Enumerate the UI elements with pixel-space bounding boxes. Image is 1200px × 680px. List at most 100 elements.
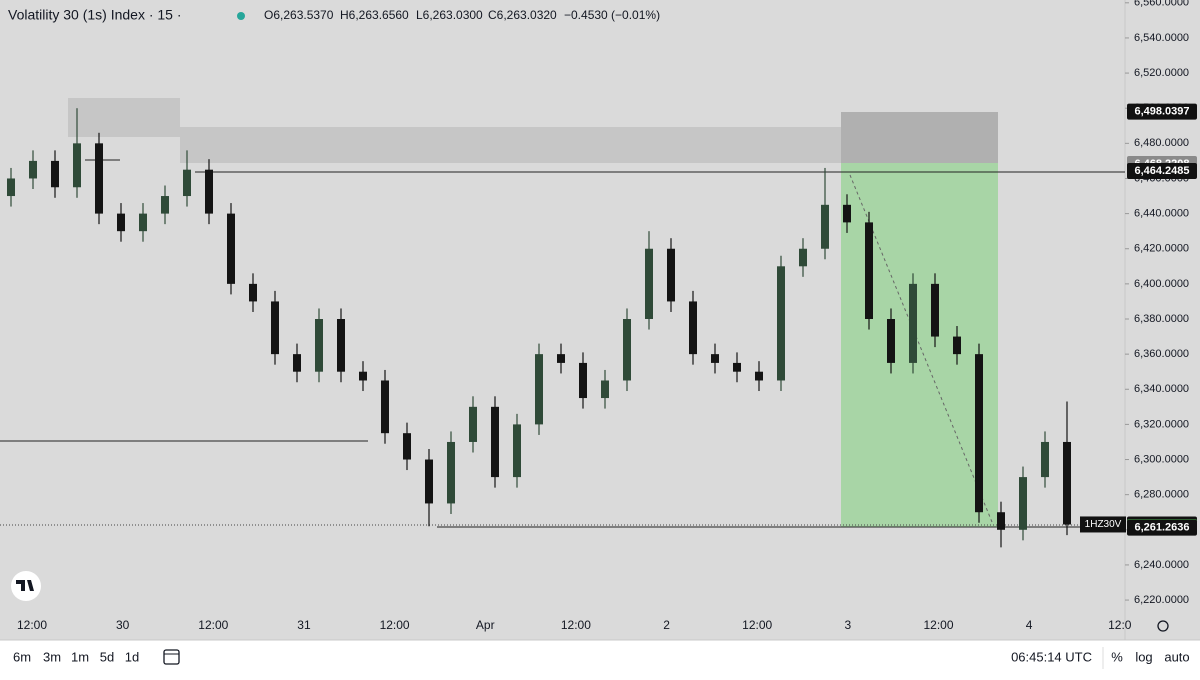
candle-body [271, 301, 279, 355]
range-button[interactable]: 3m [43, 649, 61, 664]
y-tick-label: 6,520.0000 [1134, 67, 1189, 79]
candle-body [689, 301, 697, 355]
y-tick-label: 6,420.0000 [1134, 243, 1189, 255]
calendar-icon-frame[interactable] [163, 649, 180, 665]
axes: 6,220.00006,240.00006,260.00006,280.0000… [17, 0, 1197, 632]
y-tick-label: 6,240.0000 [1134, 559, 1189, 571]
candle-body [909, 283, 917, 363]
trend-line [849, 174, 993, 523]
candle-body [7, 178, 15, 197]
price-label: 6,464.2485 [1134, 165, 1189, 177]
candle-body [491, 406, 499, 478]
candle-body [249, 283, 257, 302]
candle-body [931, 283, 939, 337]
x-tick-label: 3 [845, 618, 852, 632]
scale-option[interactable]: log [1135, 649, 1152, 664]
y-tick-label: 6,560.0000 [1134, 0, 1189, 9]
candle-body [865, 222, 873, 319]
candle-body [293, 354, 301, 372]
candle-body [1063, 441, 1071, 525]
y-tick-label: 6,480.0000 [1134, 137, 1189, 149]
ohlc-value: L6,263.0300 [416, 8, 483, 22]
status-dot [237, 12, 245, 20]
ohlc-value: O6,263.5370 [264, 8, 334, 22]
ohlc-value: C6,263.0320 [488, 8, 557, 22]
candle-body [51, 160, 59, 188]
y-tick-label: 6,360.0000 [1134, 348, 1189, 360]
ohlc-value: H6,263.6560 [340, 8, 409, 22]
symbol-tag: 1HZ30V [1085, 519, 1122, 530]
x-tick-label: 12:00 [380, 618, 410, 632]
price-label: 6,261.2636 [1134, 521, 1189, 533]
x-tick-label: 12:00 [17, 618, 47, 632]
y-tick-label: 6,300.0000 [1134, 453, 1189, 465]
x-tick-label: 12:0 [1108, 618, 1132, 632]
candle-body [733, 362, 741, 372]
candle-body [381, 380, 389, 434]
chart-title: Volatility 30 (1s) Index · 15 · [8, 7, 182, 23]
range-button[interactable]: 5d [100, 649, 114, 664]
price-label-bg [1127, 519, 1197, 536]
x-tick-label: 12:00 [923, 618, 953, 632]
calendar-icon[interactable] [163, 649, 180, 665]
toolbar: 6m 3m 1m 5d 1d 06:45:14 UTC% log auto [13, 647, 1190, 669]
candle-body [667, 248, 675, 302]
y-tick-label: 6,400.0000 [1134, 278, 1189, 290]
candle-body [161, 196, 169, 214]
candle-body [513, 424, 521, 478]
candle-body [579, 362, 587, 399]
y-tick-label: 6,540.0000 [1134, 32, 1189, 44]
symbol-tag-bg [1080, 516, 1126, 533]
profit-zone [841, 163, 998, 527]
x-tick-label: 2 [663, 618, 670, 632]
y-tick-label: 6,280.0000 [1134, 489, 1189, 501]
candle-body [623, 319, 631, 381]
ohlc-header: O6,263.5370 H6,263.6560 L6,263.0300 C6,263.… [264, 8, 660, 22]
candle-body [315, 319, 323, 372]
candle-body [139, 213, 147, 232]
candle-body [975, 354, 983, 513]
candle-body [359, 371, 367, 381]
drawings [0, 98, 1125, 528]
zone [841, 112, 998, 163]
y-tick-label: 6,440.0000 [1134, 208, 1189, 220]
x-tick-label: 31 [297, 618, 311, 632]
range-button[interactable]: 1d [125, 649, 139, 664]
candle-body [205, 169, 213, 214]
chart-background [0, 0, 1200, 640]
price-label-bg [1127, 163, 1197, 180]
toolbar-background [0, 640, 1200, 675]
candle-body [447, 441, 455, 504]
scale-option[interactable]: auto [1164, 649, 1189, 664]
settings-icon[interactable] [1157, 620, 1169, 632]
candle-body [755, 371, 763, 381]
y-tick-label: 6,320.0000 [1134, 418, 1189, 430]
range-button[interactable]: 1m [71, 649, 89, 664]
scale-option[interactable]: % [1111, 649, 1123, 664]
candle-body [469, 406, 477, 442]
candle-body [337, 319, 345, 372]
price-label-bg [1127, 103, 1197, 120]
y-tick-label: 6,220.0000 [1134, 594, 1189, 606]
candle-body [777, 266, 785, 381]
price-label: 6,498.0397 [1134, 106, 1189, 118]
y-tick-label: 6,340.0000 [1134, 383, 1189, 395]
range-button[interactable]: 6m [13, 649, 31, 664]
candle-body [821, 204, 829, 249]
logo-mark [16, 580, 34, 591]
x-tick-label: 12:00 [742, 618, 772, 632]
x-tick-label: 4 [1026, 618, 1033, 632]
candles [7, 108, 1071, 548]
zone [68, 98, 180, 137]
candle-body [227, 213, 235, 284]
candle-body [425, 459, 433, 504]
candle-body [95, 143, 103, 214]
candle-body [953, 336, 961, 355]
candle-body [403, 433, 411, 460]
candle-body [997, 512, 1005, 530]
candle-body [645, 248, 653, 319]
candle-body [799, 248, 807, 267]
candle-body [557, 354, 565, 363]
candle-body [1019, 477, 1027, 530]
